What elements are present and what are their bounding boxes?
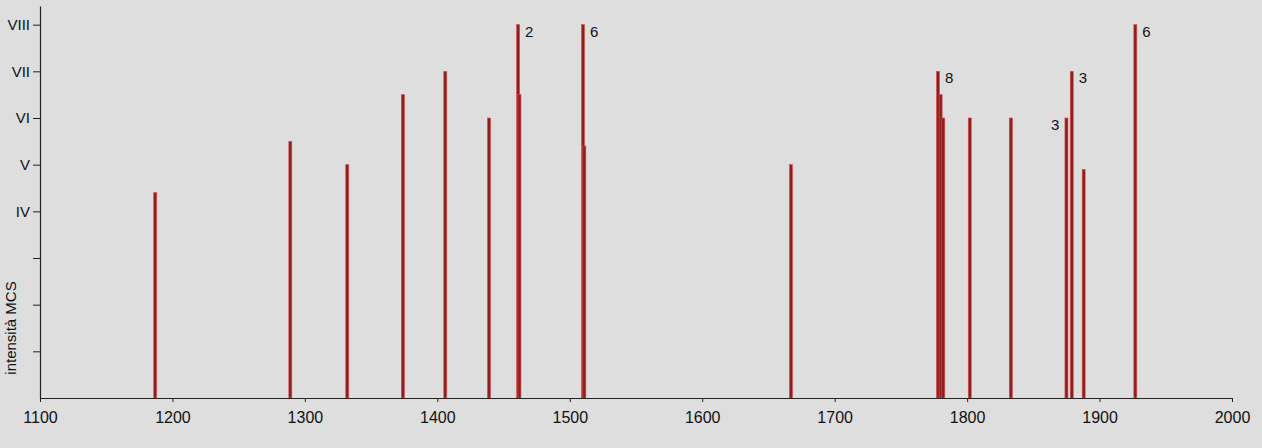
x-tick: 1700 — [817, 398, 853, 426]
x-tick: 2000 — [1215, 398, 1251, 426]
x-tick-mark — [570, 398, 571, 402]
y-tick-mark — [33, 25, 40, 26]
y-tick: VI — [16, 109, 40, 126]
x-axis: 1100 1200 1300 1400 1500 1600 1700 1800 1900 2000 — [23, 398, 1250, 426]
bar — [487, 118, 490, 398]
x-tick-mark — [40, 398, 41, 402]
annotation: 6 — [1142, 23, 1150, 40]
y-tick — [33, 351, 40, 352]
bar — [154, 193, 157, 398]
x-tick: 1200 — [155, 398, 191, 426]
x-tick: 1800 — [950, 398, 986, 426]
y-tick: VII — [12, 63, 40, 80]
x-tick-label: 1700 — [817, 409, 853, 426]
x-tick-label: 1800 — [950, 409, 986, 426]
bar — [1009, 118, 1012, 398]
y-tick-mark — [33, 258, 40, 259]
x-tick-label: 1900 — [1082, 409, 1118, 426]
x-tick-mark — [835, 398, 836, 402]
bar — [942, 118, 945, 398]
bar — [968, 118, 971, 398]
x-tick-mark — [305, 398, 306, 402]
y-tick-label: VI — [16, 109, 30, 126]
bar — [789, 165, 792, 398]
x-tick: 1100 — [23, 398, 58, 426]
x-tick-mark — [967, 398, 968, 402]
x-tick: 1900 — [1082, 398, 1118, 426]
x-tick-mark — [1100, 398, 1101, 402]
bar — [1070, 71, 1073, 398]
x-tick: 1500 — [552, 398, 588, 426]
y-tick-mark — [33, 351, 40, 352]
bar — [1134, 25, 1137, 398]
y-tick-mark — [33, 71, 40, 72]
annotation: 3 — [1079, 69, 1087, 86]
plot: 1100 1200 1300 1400 1500 1600 1700 1800 1900 2000… — [7, 7, 1250, 426]
annotations: 2 6 8 3 3 6 — [525, 23, 1151, 133]
bar — [401, 95, 404, 398]
y-tick-label: VII — [12, 63, 30, 80]
y-tick: VIII — [7, 16, 40, 33]
x-tick: 1400 — [420, 398, 456, 426]
y-tick: V — [20, 156, 40, 173]
annotation: 2 — [525, 23, 533, 40]
x-tick-label: 1500 — [552, 409, 588, 426]
bar — [1082, 169, 1085, 398]
annotation: 3 — [1051, 116, 1059, 133]
x-tick-mark — [172, 398, 173, 402]
y-tick-label: IV — [16, 203, 30, 220]
y-tick-label: V — [20, 156, 30, 173]
annotation: 8 — [945, 69, 953, 86]
y-tick: IV — [16, 203, 40, 220]
bar — [346, 165, 349, 398]
x-axis-line — [41, 398, 1233, 399]
x-tick-mark — [702, 398, 703, 402]
x-tick-mark — [1232, 398, 1233, 402]
x-tick-label: 1200 — [155, 409, 191, 426]
x-tick-label: 1600 — [685, 409, 721, 426]
chart: 1100 1200 1300 1400 1500 1600 1700 1800 1900 2000… — [0, 0, 1262, 448]
bars — [154, 25, 1137, 398]
x-tick-label: 1400 — [420, 409, 456, 426]
x-tick-label: 1300 — [288, 409, 324, 426]
y-axis-title: intensità MCS — [2, 281, 19, 374]
background — [0, 0, 1262, 448]
y-tick-mark — [33, 165, 40, 166]
y-tick — [33, 258, 40, 259]
y-tick-mark — [33, 305, 40, 306]
annotation: 6 — [590, 23, 598, 40]
bar — [444, 71, 447, 398]
x-tick-mark — [437, 398, 438, 402]
x-tick: 1300 — [288, 398, 324, 426]
y-tick-mark — [33, 211, 40, 212]
x-tick-label: 2000 — [1215, 409, 1251, 426]
y-axis-line — [40, 7, 41, 399]
y-tick-mark — [33, 118, 40, 119]
y-tick — [33, 305, 40, 306]
bar — [1065, 118, 1068, 398]
bar — [583, 146, 586, 398]
bar — [289, 141, 292, 398]
bar — [518, 95, 521, 398]
x-tick: 1600 — [685, 398, 721, 426]
x-tick-label: 1100 — [23, 409, 58, 426]
y-tick-label: VIII — [7, 16, 30, 33]
